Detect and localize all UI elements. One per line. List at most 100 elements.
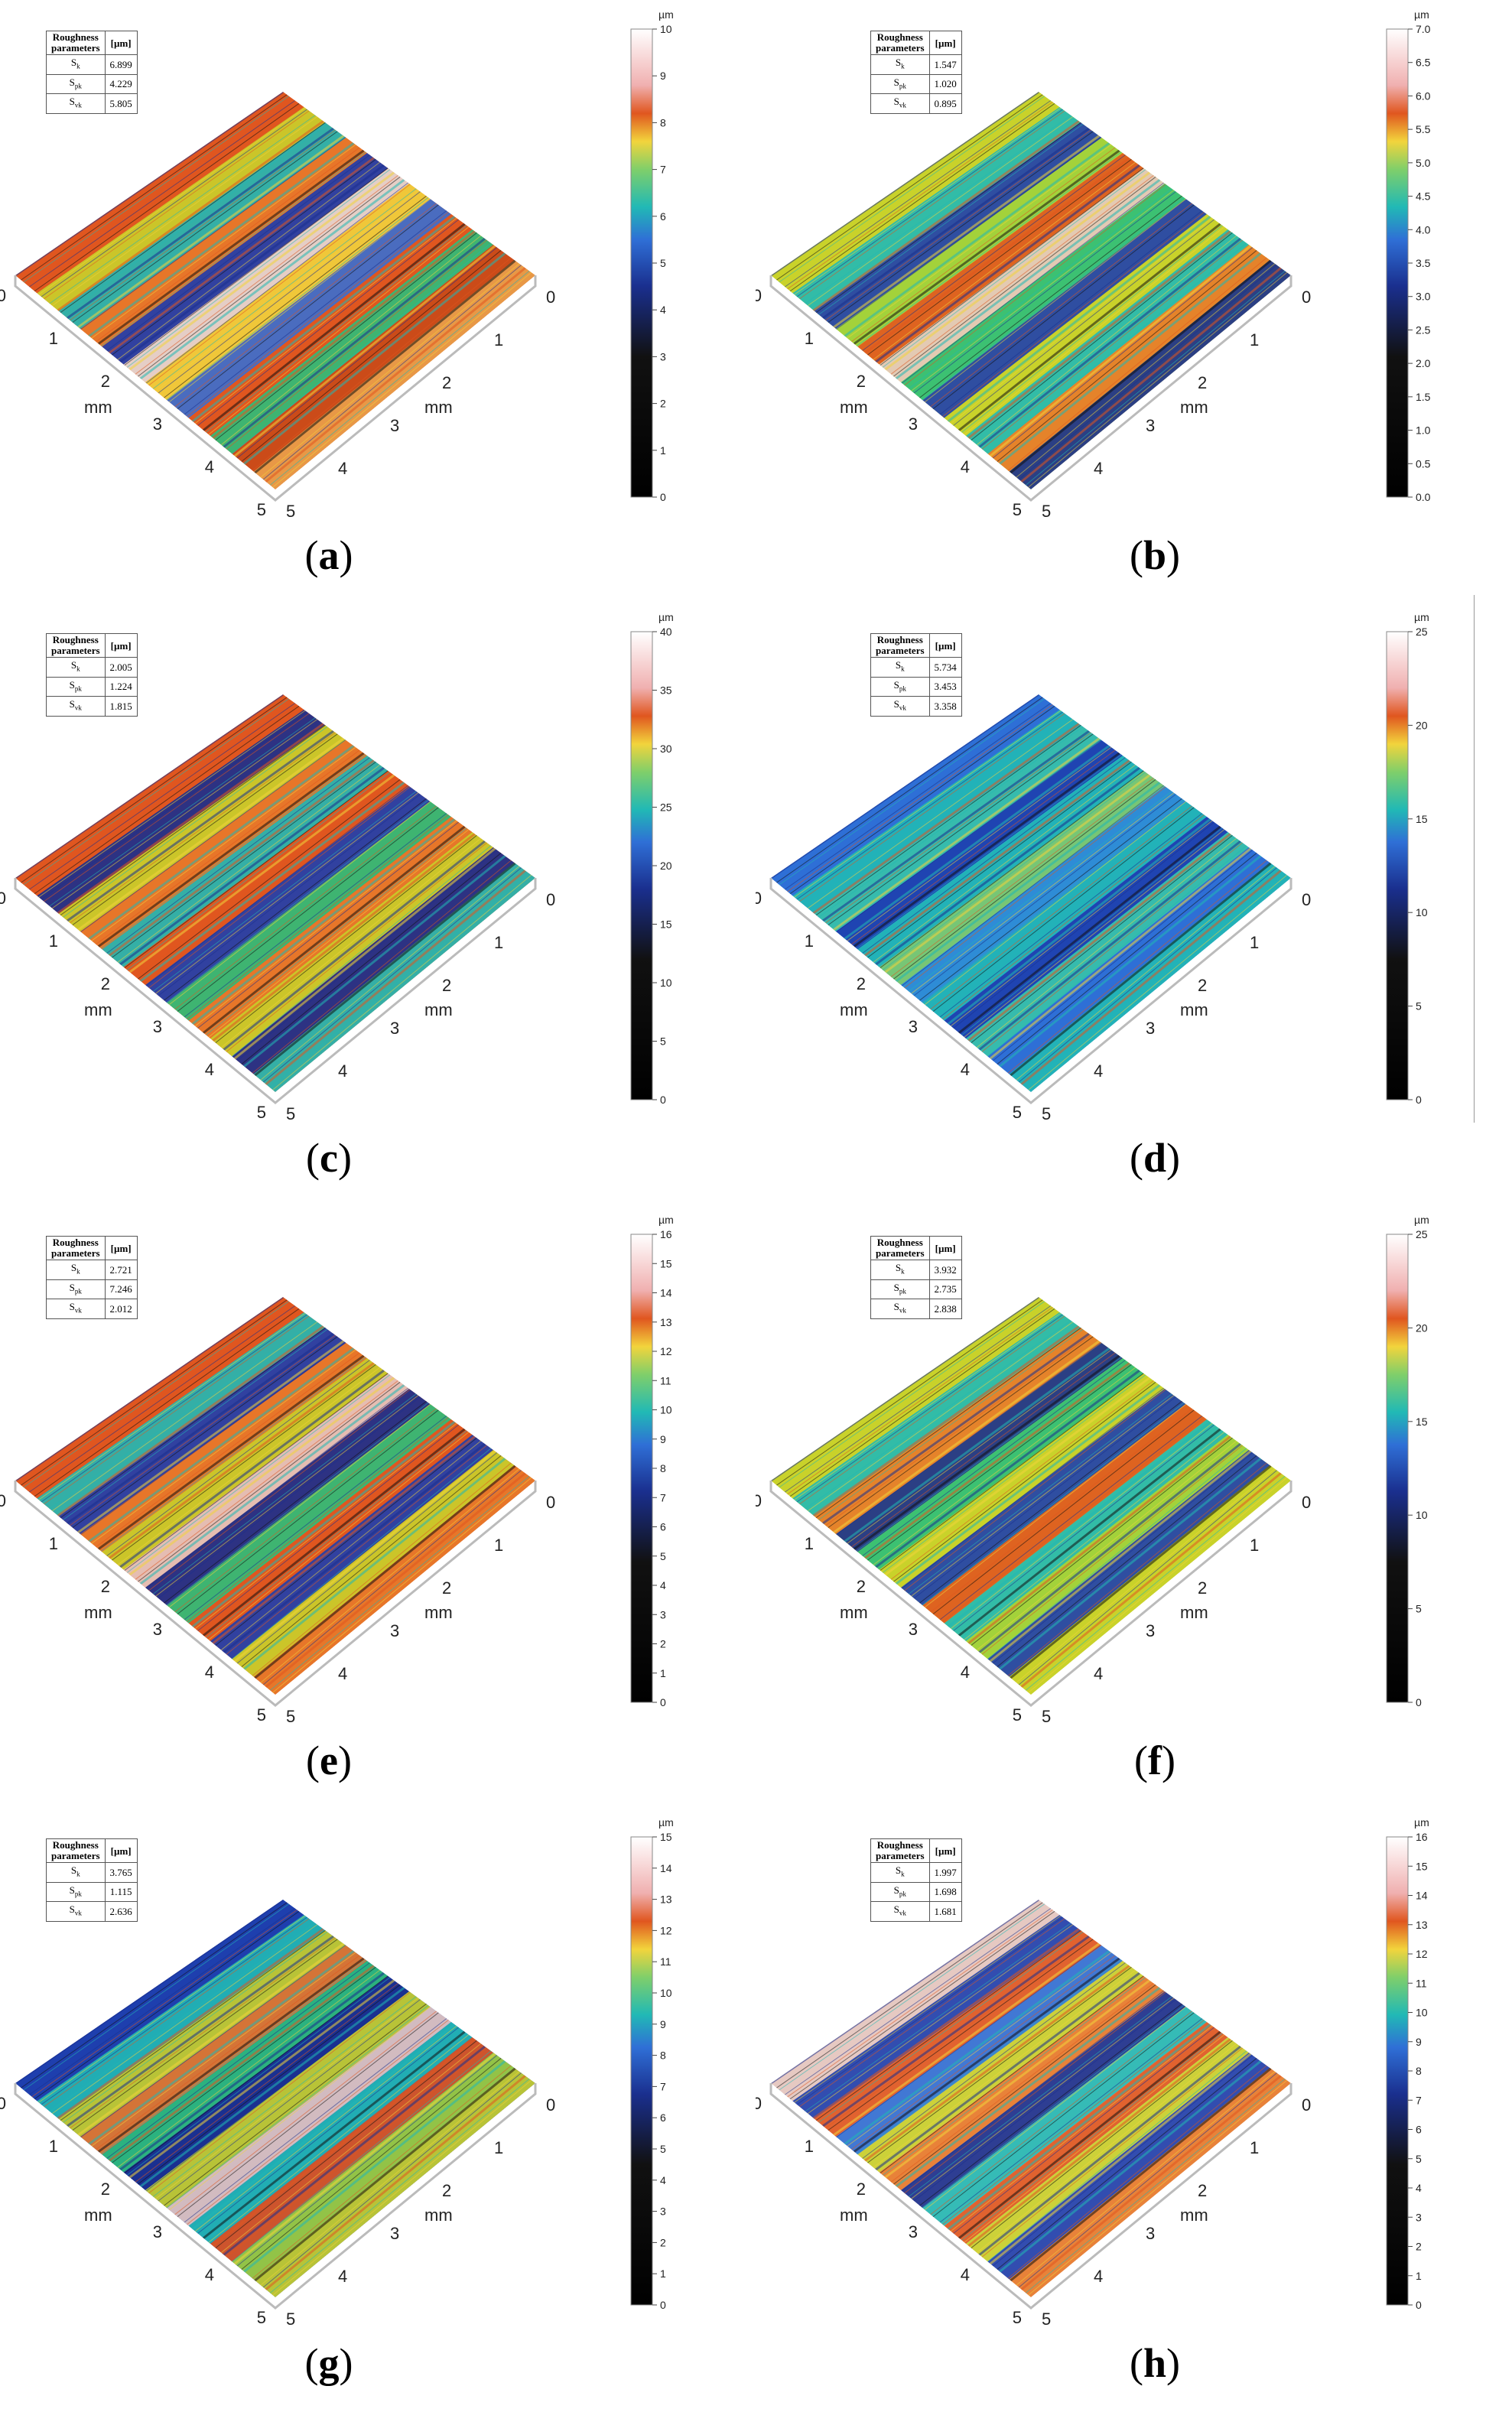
axis-left-tick: 2 <box>857 372 866 391</box>
axis-left-tick: 3 <box>153 1620 162 1639</box>
scratch-line <box>778 697 1047 886</box>
scratch-line <box>932 806 1195 1013</box>
scratch-line <box>908 1393 1173 1594</box>
surface-band <box>167 199 452 418</box>
axis-right-tick: 3 <box>1146 2224 1155 2243</box>
colorbar-tick: 10 <box>660 1404 672 1416</box>
axis-left-tick: 4 <box>961 1060 970 1079</box>
scratch-line <box>924 2005 1188 2211</box>
colorbar-tick: 1.0 <box>1416 424 1431 437</box>
panel-b: 0 0 1 1 2 2 3 3 4 4 5 5 mm mm µm 0.0 0.5 1.0 1.5 2.0 2.5 3.0 3… <box>756 0 1511 603</box>
colorbar-tick: 9 <box>660 1433 666 1445</box>
scratch-line <box>811 1325 1080 1518</box>
header-unit: [µm] <box>104 633 138 658</box>
row-label: Sk <box>46 54 106 75</box>
scratch-line <box>124 1975 389 2174</box>
colorbar-tick: 20 <box>660 860 672 872</box>
scratch-line <box>215 2040 478 2248</box>
colorbar-tick: 2 <box>660 2236 666 2248</box>
scratch-line <box>67 1332 334 1525</box>
scratch-line <box>272 271 534 488</box>
axis-right-tick: 2 <box>442 976 451 995</box>
scratch-line <box>963 1431 1226 1641</box>
axis-right-tick: 1 <box>1250 2138 1259 2157</box>
scratch-line <box>96 1953 362 2150</box>
scratch-line <box>187 2019 450 2225</box>
scratch-line <box>950 1422 1214 1630</box>
scratch-line <box>776 1299 1044 1487</box>
scratch-line <box>191 1421 456 1628</box>
colorbar-tick: 5.5 <box>1416 123 1431 135</box>
scratch-line <box>807 115 1075 307</box>
scratch-line <box>815 122 1082 314</box>
axis-left-unit: mm <box>840 1000 868 1019</box>
scratch-line <box>226 842 488 1053</box>
scratch-line <box>900 1989 1166 2193</box>
colorbar-tick: 6.5 <box>1416 57 1431 69</box>
axis-right-tick: 3 <box>1146 416 1155 435</box>
scratch-line <box>919 2003 1183 2206</box>
scratch-line <box>952 2026 1216 2235</box>
scratch-line <box>56 1928 324 2121</box>
scratch-line <box>262 866 523 1084</box>
scratch-line <box>963 2033 1226 2244</box>
scratch-line <box>44 1916 311 2108</box>
scratch-line <box>135 1982 400 2183</box>
surface-band <box>210 229 493 454</box>
scratch-line <box>80 1944 346 2138</box>
scratch-line <box>163 2003 428 2206</box>
scratch-line <box>100 1356 367 1552</box>
scratch-line <box>236 2054 498 2267</box>
scratch-line <box>978 840 1241 1052</box>
colorbar-tick: 7 <box>1416 2094 1422 2106</box>
scratch-line <box>215 834 478 1043</box>
axis-left-tick: 1 <box>49 329 58 348</box>
scratch-line <box>106 153 372 352</box>
panel-label-a: (a) <box>304 532 353 578</box>
axis-right-unit: mm <box>424 1603 453 1622</box>
scratch-line <box>106 1961 372 2160</box>
surface-band <box>15 1297 304 1499</box>
scratch-line <box>230 241 493 455</box>
surface-band <box>188 214 473 436</box>
scratch-line <box>1009 862 1272 1077</box>
scratch-line <box>262 2071 523 2289</box>
axis-left-tick: 0 <box>0 2094 6 2113</box>
scratch-line <box>174 805 437 1011</box>
scratch-line <box>15 1900 284 2085</box>
surface-map-a <box>15 92 535 489</box>
axis-left-unit: mm <box>840 1603 868 1622</box>
colorbar-tick: 13 <box>660 1894 672 1906</box>
colorbar-tick: 5 <box>660 1035 666 1048</box>
scratch-line <box>890 777 1156 978</box>
colorbar-unit: µm <box>1414 1816 1429 1829</box>
scratch-line <box>223 237 486 449</box>
scratch-line <box>207 2033 470 2244</box>
colorbar-tick: 6 <box>660 210 666 223</box>
scratch-line <box>61 1930 329 2124</box>
scratch-line <box>939 210 1203 415</box>
scratch-line <box>135 1380 400 1581</box>
scratch-line <box>851 1953 1117 2150</box>
scratch-line <box>843 141 1110 338</box>
row-label: Spk <box>46 1881 106 1903</box>
row-label: Svk <box>46 1901 106 1922</box>
colorbar-tick: 16 <box>1416 1831 1428 1843</box>
value-spk: 4.229 <box>104 73 138 95</box>
scratch-line <box>1017 2071 1279 2289</box>
scratch-line <box>960 1429 1224 1639</box>
panel-label-f: (f) <box>1134 1737 1175 1783</box>
scratch-line <box>87 141 355 338</box>
colorbar-tick: 25 <box>1416 1228 1428 1240</box>
scratch-line <box>822 127 1090 320</box>
row-label: Svk <box>46 93 106 114</box>
roughness-table-a: Roughness parameters [µm] Sk 6.899 Spk 4.229 Sv… <box>46 31 138 114</box>
row-label: Sk <box>46 1862 106 1883</box>
scratch-line <box>825 731 1092 924</box>
scratch-line <box>137 1983 402 2185</box>
panel-e: 0 0 1 1 2 2 3 3 4 4 5 5 mm mm µm 0 1 2 3 4 5 6 7 8 9 10 11 12 13 14 15… <box>0 1205 756 1808</box>
row-label: Svk <box>870 1901 930 1922</box>
plate-edge <box>769 878 1293 1104</box>
scratch-line <box>903 183 1168 387</box>
colorbar-tick: 9 <box>660 2018 666 2030</box>
